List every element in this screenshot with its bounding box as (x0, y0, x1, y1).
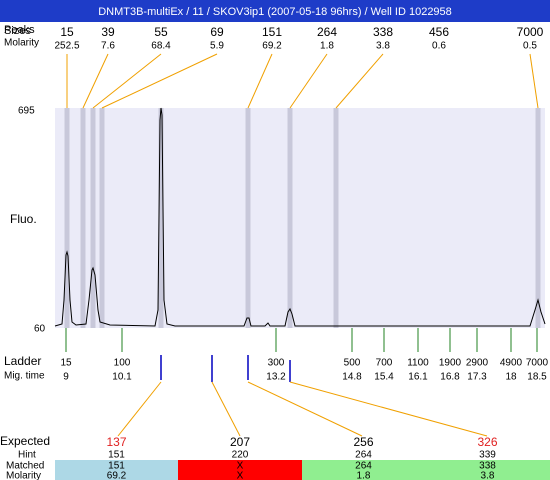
results-molarity-label: Molarity (6, 471, 41, 480)
molarity-value: X (237, 471, 244, 480)
peak-band (99, 108, 105, 328)
result-connector (289, 381, 488, 437)
hint-label: Hint (18, 450, 36, 461)
peak-band (80, 108, 86, 328)
y-label: Fluo. (10, 212, 37, 226)
matched-value: 264 (355, 461, 372, 472)
peak-band (90, 108, 96, 328)
result-connector (247, 381, 363, 437)
ladder-mig: 18.5 (527, 372, 547, 383)
ladder-mig: 15.4 (374, 372, 394, 383)
molarity-value: 69.2 (107, 471, 127, 480)
expected-value: 137 (106, 435, 126, 449)
ladder-size: 1100 (407, 358, 429, 369)
ladder-mig: 9 (63, 372, 69, 383)
hint-value: 339 (479, 450, 496, 461)
peak-connector (92, 53, 162, 109)
ladder-mig: 17.3 (467, 372, 487, 383)
ladder-mig: 13.2 (266, 372, 286, 383)
peak-molarity: 1.8 (320, 41, 334, 52)
peak-connector (529, 53, 539, 109)
sizes-label: Sizes (4, 25, 31, 37)
ladder-size: 7000 (526, 358, 549, 369)
hint-value: 151 (108, 450, 125, 461)
ladder-size: 300 (268, 358, 285, 369)
peak-size: 15 (60, 25, 74, 39)
result-bg (302, 460, 425, 480)
peak-molarity: 252.5 (54, 41, 79, 52)
peak-size: 69 (210, 25, 224, 39)
peak-connector (335, 53, 384, 109)
hint-value: 264 (355, 450, 372, 461)
peak-size: 151 (262, 25, 282, 39)
peak-size: 39 (101, 25, 115, 39)
title: DNMT3B-multiEx / 11 / SKOV3ip1 (2007-05-… (98, 6, 452, 18)
matched-label: Matched (6, 461, 44, 472)
ladder-size: 1900 (439, 358, 462, 369)
hint-value: 220 (232, 450, 249, 461)
peak-size: 55 (154, 25, 168, 39)
matched-value: 151 (108, 461, 125, 472)
molarity-value: 3.8 (481, 471, 495, 480)
peak-connector (82, 53, 109, 109)
ladder-size: 15 (60, 358, 72, 369)
matched-value: X (237, 461, 244, 472)
peak-band (158, 108, 164, 328)
matched-value: 338 (479, 461, 496, 472)
peak-molarity: 69.2 (262, 41, 282, 52)
molarity-value: 1.8 (357, 471, 371, 480)
result-bg (425, 460, 550, 480)
ladder-mig: 10.1 (112, 372, 132, 383)
peak-connector (247, 53, 273, 109)
y-top-label: 695 (18, 106, 35, 117)
ladder-mig: 18 (505, 372, 517, 383)
peak-size: 338 (373, 25, 393, 39)
y-bottom-label: 60 (34, 324, 46, 335)
peak-molarity: 3.8 (376, 41, 390, 52)
ladder-mig: 14.8 (342, 372, 362, 383)
ladder-size: 2900 (466, 358, 489, 369)
peak-connector (289, 53, 328, 109)
expected-value: 256 (353, 435, 373, 449)
peak-band (333, 108, 339, 328)
ladder-label: Ladder (4, 354, 41, 368)
peak-molarity: 0.5 (523, 41, 537, 52)
ladder-mig: 16.1 (408, 372, 428, 383)
peak-molarity: 5.9 (210, 41, 224, 52)
peak-size: 456 (429, 25, 449, 39)
expected-value: 326 (477, 435, 497, 449)
peak-connector (101, 53, 218, 109)
peak-bands (64, 108, 541, 328)
ladder-mig: 16.8 (440, 372, 460, 383)
ladder-size: 700 (376, 358, 393, 369)
expected-label: Expected (0, 434, 50, 448)
molarity-label: Molarity (4, 38, 39, 49)
result-bg (178, 460, 302, 480)
plot-area (55, 108, 545, 328)
peak-molarity: 68.4 (151, 41, 171, 52)
peak-band (535, 108, 541, 328)
ladder-size: 100 (114, 358, 131, 369)
peak-band (245, 108, 251, 328)
peak-band (64, 108, 70, 328)
result-connector (211, 381, 241, 437)
peak-size: 264 (317, 25, 337, 39)
peaks-label: Peaks (4, 24, 35, 36)
peak-molarity: 7.6 (101, 41, 115, 52)
peak-size: 7000 (517, 25, 544, 39)
expected-value: 207 (230, 435, 250, 449)
mig-time-label: Mig. time (4, 371, 45, 382)
ladder-size: 500 (344, 358, 361, 369)
trace (54, 107, 546, 327)
ladder-size: 4900 (500, 358, 523, 369)
peak-molarity: 0.6 (432, 41, 446, 52)
result-bg (55, 460, 178, 480)
result-connector (117, 381, 162, 437)
peak-band (287, 108, 293, 328)
title-bar (0, 0, 550, 22)
